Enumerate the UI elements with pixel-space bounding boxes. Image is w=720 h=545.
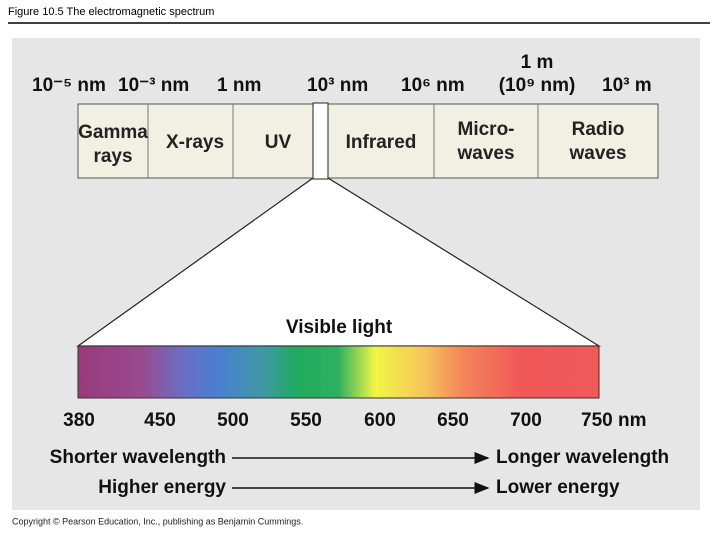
band-label: waves (456, 143, 514, 164)
visible-slot (312, 102, 329, 180)
wavelength-label: 550 (290, 410, 322, 431)
scale-label: 10⁻³ nm (118, 75, 189, 96)
wavelength-label: 700 (510, 410, 542, 431)
scale-label: 10³ m (602, 75, 652, 96)
scale-label: (10⁹ nm) (499, 75, 576, 96)
scale-label: 1 m (521, 52, 554, 73)
wavelength-label: 600 (364, 410, 396, 431)
band-label: X-rays (166, 132, 224, 153)
visible-bar (77, 345, 600, 399)
scale-label: 1 nm (217, 75, 261, 96)
arrow-label: Lower energy (496, 477, 620, 498)
arrow-label: Shorter wavelength (50, 447, 226, 468)
band-label: Infrared (346, 132, 417, 153)
arrow-label: Higher energy (98, 477, 226, 498)
title: Figure 10.5 The electromagnetic spectrum (8, 6, 214, 18)
arrow-label: Longer wavelength (496, 447, 669, 468)
scale-label: 10³ nm (307, 75, 368, 96)
band-label: UV (265, 132, 292, 153)
band-label: Micro- (458, 119, 515, 140)
visible-label: Visible light (286, 317, 393, 338)
band-label: waves (568, 143, 626, 164)
dividers (147, 104, 539, 178)
copyright: Copyright © Pearson Education, Inc., pub… (12, 516, 303, 526)
wavelength-label: 450 (144, 410, 176, 431)
wavelength-label: 750 nm (581, 410, 646, 431)
wavelength-label: 650 (437, 410, 469, 431)
spectrum-bar (77, 103, 659, 179)
band-label: Radio (572, 119, 625, 140)
scale-label: 10⁶ nm (401, 75, 465, 96)
wavelength-label: 500 (217, 410, 249, 431)
wavelength-label: 380 (63, 410, 95, 431)
band-label: rays (93, 146, 132, 167)
scale-label: 10⁻⁵ nm (32, 75, 106, 96)
band-label: Gamma (78, 122, 148, 143)
